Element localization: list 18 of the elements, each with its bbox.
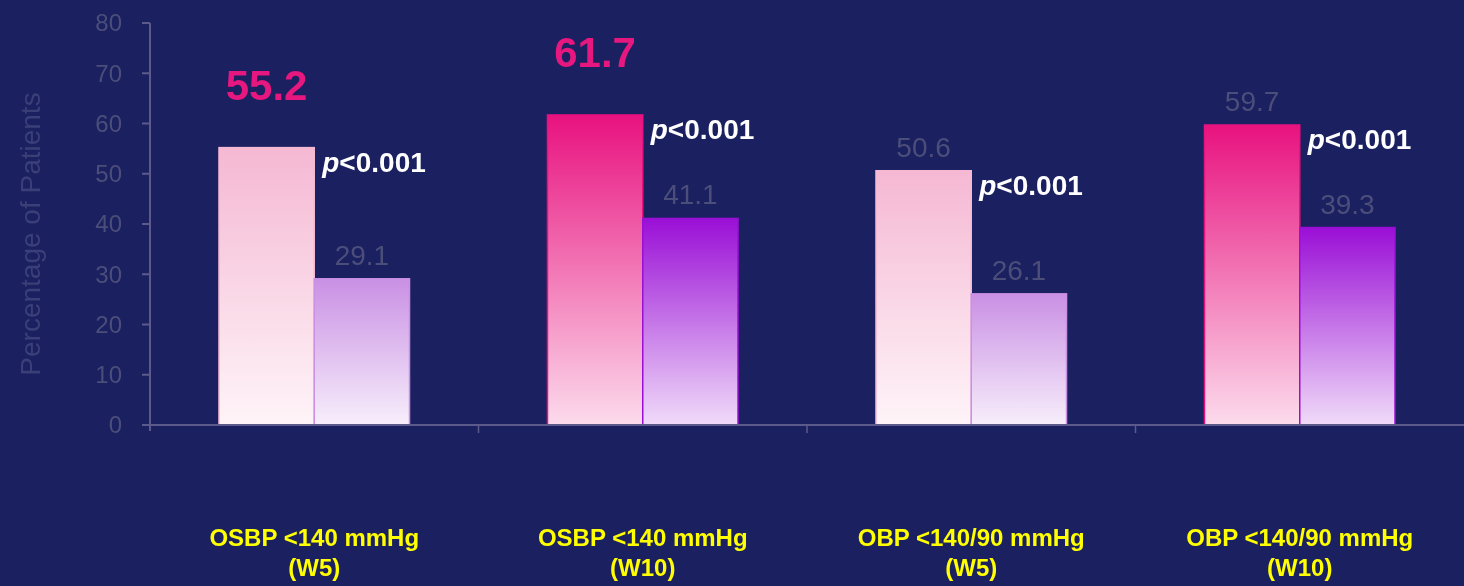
x-tick-label: OSBP <140 mmHg (W10) xyxy=(537,524,748,581)
annotation: p<0.001 xyxy=(321,146,426,178)
annotation: p<0.001 xyxy=(649,113,755,145)
annotation: p<0.001 xyxy=(1306,124,1412,156)
annotation: p<0.001 xyxy=(978,169,1083,201)
x-tick-label: OSBP <140 mmHg (W5) xyxy=(209,524,420,581)
bar xyxy=(546,114,644,426)
bar xyxy=(1299,226,1396,426)
bar xyxy=(970,293,1068,426)
bar xyxy=(313,278,411,426)
annotation: 61.7 xyxy=(554,28,636,76)
x-tick-label: OBP <140/90 mmHg (W5) xyxy=(857,524,1085,581)
bar xyxy=(642,217,739,426)
bar xyxy=(875,169,972,426)
annotation: 55.2 xyxy=(225,61,308,109)
x-tick-label: OBP <140/90 mmHg (W10) xyxy=(1186,524,1414,581)
bar xyxy=(1203,124,1301,426)
bar xyxy=(218,146,315,426)
